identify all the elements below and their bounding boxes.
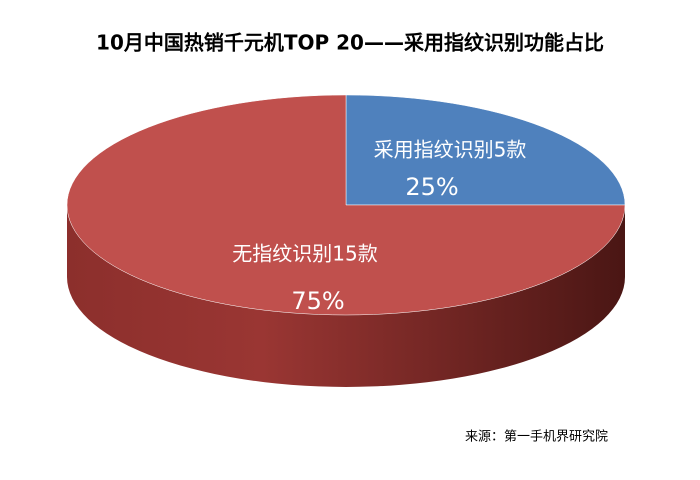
slice [66,94,626,316]
source-note: 来源：第一手机界研究院 [465,430,608,445]
chart-title: 10月中国热销千元机TOP 20——采用指纹识别功能占比 [96,31,604,55]
slice-label: 无指纹识别15款 [232,242,377,266]
slice-side [67,205,625,387]
slice-value-label: 25% [405,173,458,201]
slice-label: 采用指纹识别5款 [374,138,527,162]
slice-value-label: 75% [291,287,344,315]
slice [345,94,626,206]
